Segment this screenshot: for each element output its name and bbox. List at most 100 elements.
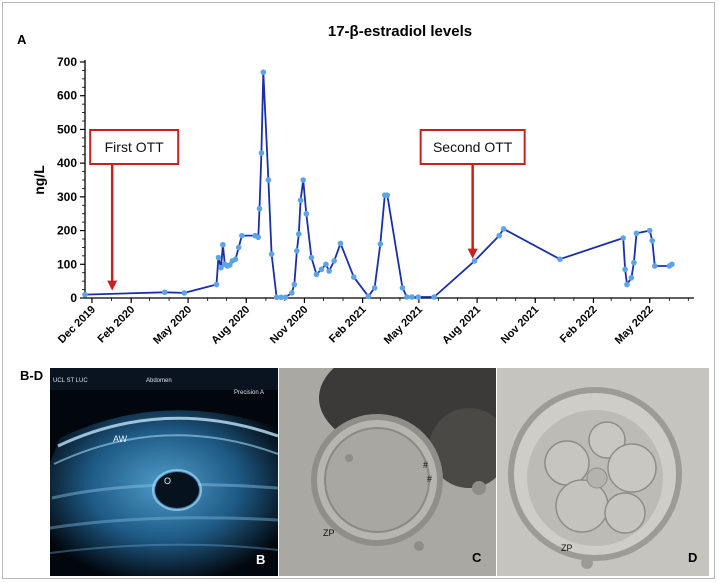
- data-point: [415, 294, 422, 300]
- data-point: [215, 254, 222, 261]
- data-point: [337, 240, 344, 247]
- x-tick-label: Aug 2021: [440, 304, 483, 347]
- data-point: [218, 264, 224, 271]
- annotation-label: First OTT: [105, 139, 165, 155]
- data-point: [278, 294, 284, 301]
- data-point: [384, 192, 391, 198]
- data-point: [268, 251, 275, 257]
- y-tick-label: 600: [57, 89, 77, 103]
- annotation-layer: First OTT Second OTT: [89, 129, 526, 291]
- data-point: [404, 294, 410, 300]
- x-tick-label: May 2021: [382, 304, 425, 347]
- data-point: [255, 234, 262, 241]
- data-point: [496, 232, 503, 239]
- data-point: [633, 230, 640, 237]
- ovary-annotation: O: [164, 476, 172, 486]
- data-point: [227, 262, 233, 268]
- hash-annotation-2: #: [427, 474, 433, 484]
- panel-c-label: C: [472, 550, 482, 565]
- data-point: [235, 244, 242, 251]
- x-tick-label: Feb 2020: [96, 304, 138, 346]
- series-layer: [84, 71, 673, 299]
- data-point: [557, 256, 563, 263]
- x-tick-label: Feb 2021: [327, 304, 369, 346]
- panel-b-label: B: [256, 552, 266, 567]
- data-point: [651, 263, 658, 269]
- data-point: [295, 231, 302, 237]
- data-point: [500, 226, 507, 232]
- data-point: [622, 266, 628, 273]
- oocyte-image: ZP # # C: [279, 368, 496, 576]
- ultrasound-header-left: UCL ST LUC: [53, 378, 88, 384]
- data-point: [326, 268, 332, 274]
- data-point: [313, 271, 320, 278]
- x-tick-label: May 2020: [151, 304, 194, 347]
- data-point: [282, 294, 289, 301]
- y-tick-label: 0: [70, 291, 77, 305]
- data-point: [646, 227, 653, 234]
- annotation-arrow-head: [467, 248, 478, 259]
- y-tick-label: 200: [57, 224, 77, 238]
- x-tick-label: Nov 2020: [268, 304, 311, 347]
- data-point: [294, 248, 300, 254]
- x-tick-label: Feb 2022: [558, 304, 600, 346]
- y-tick-label: 100: [57, 257, 77, 271]
- annotation-box: [89, 129, 180, 165]
- ultrasound-image: UCL ST LUC Abdomen Precision A AW O B: [50, 368, 278, 576]
- data-point: [669, 261, 675, 268]
- data-point: [323, 261, 329, 268]
- aw-annotation: AW: [113, 434, 128, 444]
- data-point: [649, 237, 656, 244]
- x-tick-label: Aug 2020: [209, 304, 252, 347]
- data-point: [471, 258, 478, 264]
- x-tick-label: Dec 2019: [56, 304, 98, 346]
- data-point: [377, 241, 384, 247]
- x-tick-label: Nov 2021: [499, 304, 542, 347]
- data-point: [297, 197, 304, 204]
- annotation-box: [419, 129, 526, 165]
- data-point: [161, 289, 168, 296]
- y-tick-label: 500: [57, 122, 77, 136]
- embryo-image: ZP D: [497, 368, 709, 576]
- data-point: [308, 254, 315, 261]
- data-point: [260, 69, 267, 75]
- data-point: [265, 177, 272, 183]
- data-point: [409, 294, 415, 300]
- data-point: [300, 177, 306, 183]
- data-point: [365, 293, 372, 300]
- marker-layer: [82, 69, 675, 301]
- data-point: [318, 266, 325, 273]
- data-point: [82, 291, 88, 298]
- zp-annotation-d: ZP: [561, 543, 573, 553]
- data-point: [256, 205, 263, 212]
- data-point: [331, 258, 337, 264]
- data-point: [239, 232, 245, 239]
- annotation-label: Second OTT: [433, 139, 513, 155]
- y-tick-label: 700: [57, 55, 77, 69]
- data-point: [273, 294, 280, 301]
- hash-annotation-1: #: [423, 460, 429, 470]
- data-point: [258, 150, 265, 156]
- y-tick-label: 400: [57, 156, 77, 170]
- zp-annotation-c: ZP: [323, 528, 335, 538]
- ultrasound-header-mid: Abdomen: [146, 378, 172, 384]
- chart-title: 17-β-estradiol levels: [328, 23, 472, 40]
- data-point: [624, 281, 630, 288]
- data-point: [620, 235, 626, 241]
- data-point: [399, 285, 406, 291]
- ultrasound-header-right: Precision A: [234, 390, 265, 396]
- y-tick-label: 300: [57, 190, 77, 204]
- panel-d-label: D: [688, 550, 698, 565]
- panel-bd-label: B-D: [20, 368, 44, 383]
- data-point: [628, 274, 635, 281]
- series-line: [84, 71, 673, 299]
- data-point: [291, 281, 298, 288]
- x-tick-label: May 2022: [613, 304, 656, 347]
- data-point: [431, 294, 437, 300]
- data-point: [232, 256, 239, 263]
- data-point: [631, 259, 637, 266]
- data-point: [220, 241, 226, 248]
- data-point: [181, 290, 188, 296]
- y-axis-label: ng/L: [31, 165, 47, 195]
